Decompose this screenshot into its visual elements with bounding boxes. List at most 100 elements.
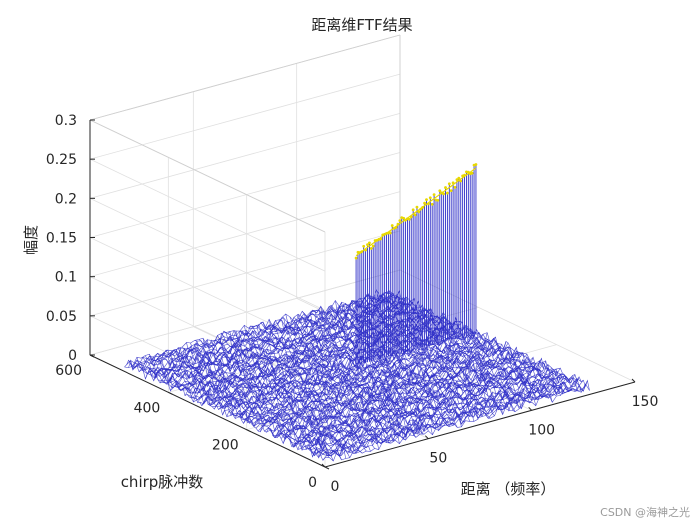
mesh-column-line <box>215 334 417 438</box>
mesh-column-line <box>227 331 429 433</box>
x-tick-mark <box>321 463 326 468</box>
y-tick-mark <box>168 391 173 395</box>
wall-grid-line <box>89 197 326 311</box>
mesh-column-line <box>165 349 367 452</box>
peak-top <box>447 182 451 186</box>
peak-top <box>423 201 426 205</box>
mesh-column-line <box>144 355 346 459</box>
peak-top <box>390 224 394 227</box>
mesh-column-line <box>173 348 375 449</box>
z-tick-label: 0.15 <box>46 231 77 247</box>
mesh-column-line <box>293 314 495 417</box>
mesh-column-line <box>384 290 586 392</box>
wall-grid-line <box>89 112 401 199</box>
tick-labels: 00.050.10.150.20.250.3020040060005010015… <box>46 113 659 495</box>
y-tick-label: 600 <box>55 363 82 379</box>
wall-grid-line <box>89 191 401 278</box>
peak-top <box>438 189 442 193</box>
y-axis-label: chirp脉冲数 <box>121 473 204 491</box>
mesh-column-line <box>268 319 470 422</box>
mesh-column-line <box>198 339 400 444</box>
mesh-column-line <box>235 330 437 429</box>
mesh-column-line <box>335 300 537 406</box>
z-tick-label: 0.2 <box>55 191 77 207</box>
mesh-column-line <box>252 325 454 427</box>
mesh-column-line <box>380 292 582 393</box>
mesh-column-line <box>277 319 479 420</box>
surface-mesh <box>124 163 590 462</box>
mesh-column-line <box>298 316 499 413</box>
peak-top <box>407 217 411 221</box>
mesh-column-line <box>177 347 379 450</box>
peak-top <box>474 163 478 166</box>
mesh-column-line <box>124 359 326 461</box>
mesh-column-line <box>231 330 433 435</box>
x-tick-label: 100 <box>528 422 555 438</box>
y-tick-mark <box>89 354 95 358</box>
mesh-column-line <box>169 349 371 452</box>
x-tick-label: 50 <box>429 451 447 467</box>
z-tick-label: 0 <box>68 348 77 364</box>
peak-top <box>366 243 369 247</box>
mesh-column-line <box>240 329 441 432</box>
peak-top <box>455 178 459 182</box>
peak-top <box>402 216 406 220</box>
peak-top <box>446 191 449 195</box>
y-tick-label: 0 <box>308 475 317 491</box>
x-axis-label: 距离 （频率） <box>461 480 556 498</box>
mesh-column-line <box>153 352 355 454</box>
box-edge <box>89 34 401 121</box>
x-tick-mark <box>424 435 429 440</box>
mesh-column-line <box>285 313 487 418</box>
y-tick-label: 400 <box>134 400 161 416</box>
mesh-column-line <box>355 300 557 397</box>
peak-top <box>369 247 373 250</box>
x-tick-label: 150 <box>632 394 659 410</box>
peak-top <box>470 171 474 175</box>
peak-top <box>371 244 375 248</box>
z-tick-label: 0.05 <box>46 309 77 325</box>
mesh-column-line <box>326 304 528 404</box>
mesh-column-line <box>186 342 388 444</box>
wall-grid-line <box>89 73 401 160</box>
peak-top <box>362 244 366 248</box>
z-axis-label: 幅度 <box>22 225 40 255</box>
peak-top <box>398 219 402 223</box>
mesh-column-line <box>256 323 458 428</box>
peak-top <box>432 193 436 197</box>
peak-top <box>354 256 358 260</box>
z-tick-label: 0.3 <box>55 113 77 129</box>
mesh-column-line <box>306 312 508 411</box>
axes <box>89 119 636 470</box>
peak-top <box>411 208 415 212</box>
mesh-column-line <box>301 311 503 415</box>
wall-grid-line <box>89 152 401 238</box>
watermark: CSDN @海神之光 <box>600 505 690 519</box>
peak-top <box>430 202 434 206</box>
z-tick-label: 0.25 <box>46 152 77 168</box>
ridge-crest <box>355 167 477 257</box>
mesh-column-line <box>273 319 475 422</box>
peak-top <box>388 231 392 235</box>
mesh-column-line <box>182 346 384 445</box>
x-tick-label: 0 <box>331 479 340 495</box>
peak-top <box>368 241 371 245</box>
mesh-column-line <box>211 337 413 439</box>
y-tick-mark <box>246 429 251 433</box>
peak-top <box>442 192 446 196</box>
wall-grid-line <box>89 158 326 272</box>
peak-top <box>428 196 432 200</box>
peak-top <box>436 198 440 202</box>
peak-top <box>425 198 428 202</box>
mesh-column-line <box>264 324 466 425</box>
mesh-column-line <box>202 338 404 439</box>
peak-top <box>444 186 447 189</box>
wall-grid-line <box>89 230 401 317</box>
box-edge <box>89 119 326 233</box>
y-axis-line <box>89 354 326 468</box>
peak-top <box>417 210 421 214</box>
mesh-column-line <box>223 330 425 435</box>
chart-title: 距离维FTF结果 <box>311 16 412 34</box>
z-tick-label: 0.1 <box>55 270 77 286</box>
